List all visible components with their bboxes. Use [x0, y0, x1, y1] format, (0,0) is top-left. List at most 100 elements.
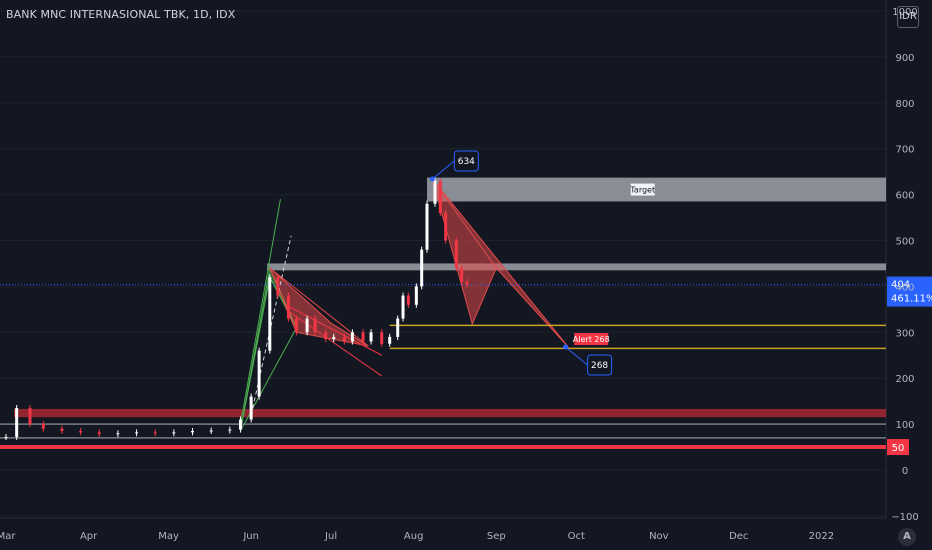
candle-body-39 — [444, 212, 448, 241]
callout-anchor-0 — [429, 176, 435, 182]
candle-body-29 — [380, 332, 384, 344]
alert-label-bg[interactable] — [574, 332, 609, 345]
callout-leader-1 — [565, 346, 588, 366]
callout-leader-0 — [432, 160, 455, 180]
y-tick-label-1: 0 — [902, 466, 908, 477]
callout-box-0[interactable] — [453, 150, 479, 172]
x-tick-label-dec: Dec — [729, 531, 748, 542]
candles — [4, 177, 469, 440]
hline-label-0: 50 — [892, 443, 905, 454]
candle-body-4 — [60, 428, 64, 431]
candle-body-0 — [4, 436, 8, 438]
chart-title: BANK MNC INTERNASIONAL TBK, 1D, IDX — [6, 8, 236, 21]
candle-body-26 — [350, 332, 354, 342]
candle-body-22 — [313, 318, 317, 333]
y-tick-label-9: 800 — [895, 99, 914, 110]
candle-body-37 — [433, 180, 437, 204]
candle-body-18 — [276, 277, 280, 296]
candle-body-1 — [15, 408, 19, 437]
candle-body-24 — [332, 336, 336, 340]
grid — [0, 0, 887, 519]
y-tick-label-2: 100 — [895, 420, 914, 431]
candle-body-41 — [460, 268, 464, 282]
y-tick-label-3: 200 — [895, 374, 914, 385]
candle-body-19 — [286, 295, 290, 319]
y-tick-label-0: −100 — [891, 512, 918, 523]
x-tick-label-oct: Oct — [568, 531, 585, 542]
candle-body-31 — [396, 318, 400, 337]
price-axis[interactable]: −100 0 100 200 300 400 500 600 700 800 900 1000 — [891, 7, 918, 523]
y-tick-label-11: 1000 — [892, 7, 917, 18]
tradingview-logo-icon[interactable]: A — [898, 528, 916, 546]
candle-body-13 — [228, 429, 232, 431]
candle-body-7 — [116, 433, 120, 435]
x-tick-label-may: May — [158, 531, 179, 542]
candle-body-36 — [425, 203, 429, 250]
zone-1[interactable] — [267, 263, 886, 271]
callout-anchor-1 — [563, 344, 569, 350]
x-tick-label-nov: Nov — [649, 531, 669, 542]
time-axis[interactable]: Mar Apr May Jun Jul Aug Sep Oct Nov Dec 2022 — [0, 531, 834, 542]
y-tick-label-6: 500 — [895, 237, 914, 248]
candle-body-30 — [388, 336, 392, 344]
hline-label-bg-0 — [887, 439, 909, 456]
x-tick-label-mar: Mar — [0, 531, 16, 542]
x-tick-label-2022: 2022 — [809, 531, 834, 542]
candle-body-20 — [294, 318, 298, 333]
trend-line-upper[interactable] — [285, 304, 382, 356]
y-tick-label-10: 900 — [895, 53, 914, 64]
current-price-change: 461.11% — [891, 294, 932, 305]
candle-body-23 — [324, 332, 328, 340]
candle-body-6 — [97, 432, 101, 435]
candle-body-35 — [420, 249, 424, 287]
y-tick-label-8: 700 — [895, 145, 914, 156]
harmonic-pattern-2[interactable] — [431, 178, 569, 348]
candle-body-17 — [268, 277, 272, 351]
candle-body-2 — [28, 408, 32, 425]
y-tick-label-7: 600 — [895, 191, 914, 202]
candle-body-9 — [153, 432, 157, 434]
candle-body-14 — [238, 419, 242, 430]
trend-line-lower[interactable] — [285, 308, 382, 377]
price-zones: Target — [13, 177, 887, 418]
candle-body-32 — [401, 295, 405, 319]
x-tick-label-apr: Apr — [80, 531, 98, 542]
x-tick-label-jun: Jun — [242, 531, 259, 542]
callout-box-1[interactable] — [587, 354, 613, 376]
trend-channel-0[interactable] — [239, 199, 281, 425]
x-tick-label-jul: Jul — [324, 531, 337, 542]
candle-body-33 — [406, 295, 410, 305]
zone-label-0: Target — [629, 186, 655, 195]
currency-button[interactable]: IDR — [897, 6, 919, 28]
candle-body-25 — [342, 336, 346, 342]
candle-body-40 — [454, 240, 458, 269]
zone-2[interactable] — [13, 408, 887, 418]
zone-0[interactable] — [427, 177, 886, 202]
callout-label-1: 268 — [591, 361, 608, 371]
candle-body-34 — [414, 286, 418, 305]
candle-body-21 — [305, 318, 309, 333]
candle-body-3 — [41, 424, 45, 429]
alert-label: Alert 268 — [573, 335, 610, 344]
x-tick-label-sep: Sep — [487, 531, 506, 542]
callout-label-0: 634 — [458, 157, 475, 167]
candle-body-28 — [369, 332, 373, 342]
candle-body-27 — [361, 332, 365, 342]
zone-label-bg-0 — [630, 183, 655, 196]
y-tick-label-5: 400 — [895, 282, 914, 293]
candle-body-42 — [465, 281, 469, 285]
current-price-badge — [887, 276, 932, 307]
candle-body-5 — [79, 430, 83, 433]
candle-body-11 — [191, 430, 195, 433]
candle-body-10 — [172, 432, 176, 434]
candle-body-12 — [209, 430, 213, 432]
current-price-label: 404 — [891, 280, 910, 291]
candle-body-16 — [257, 350, 261, 397]
candle-body-38 — [438, 180, 442, 213]
candle-body-15 — [249, 396, 253, 420]
callouts: 634 268 Alert 268 — [429, 150, 613, 376]
y-tick-label-4: 300 — [895, 328, 914, 339]
x-tick-label-aug: Aug — [404, 531, 424, 542]
candle-body-8 — [135, 432, 139, 434]
